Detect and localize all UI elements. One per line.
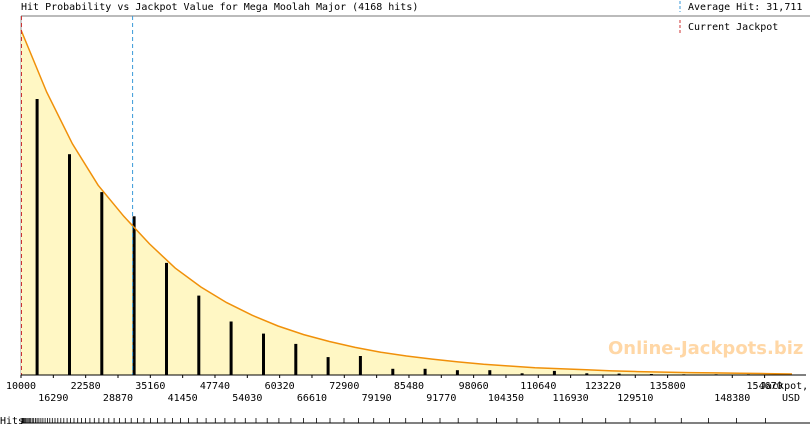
probability-area (21, 30, 792, 375)
hit-bar (229, 321, 233, 375)
x-tick-label: 54030 (232, 393, 262, 404)
hit-bar (197, 295, 201, 375)
x-tick-label: 98060 (459, 381, 489, 392)
hit-bar (520, 373, 524, 375)
x-tick-label: 129510 (617, 393, 653, 404)
hit-bar (391, 368, 395, 375)
x-tick-label: 135800 (650, 381, 686, 392)
x-tick-label: 104350 (488, 393, 524, 404)
hit-bar (326, 357, 330, 375)
legend-average-label: Average Hit: 31,711 (688, 2, 802, 13)
hit-bar (262, 333, 265, 375)
chart-title: Hit Probability vs Jackpot Value for Meg… (21, 2, 418, 13)
x-tick-label: 66610 (297, 393, 327, 404)
hit-bar (552, 370, 556, 375)
x-tick-label: 60320 (265, 381, 295, 392)
hit-bar (358, 356, 362, 375)
x-tick-label: 148380 (714, 393, 750, 404)
x-tick-label: 10000 (6, 381, 36, 392)
probability-curve (20, 29, 793, 375)
hit-bar (488, 370, 492, 375)
hit-bar (165, 262, 168, 375)
x-axis-ticks: 10000 22580 35160 47740 60320 72900 85480 98060… (6, 375, 783, 404)
x-tick-label: 47740 (200, 381, 230, 392)
x-axis-unit: USD (782, 393, 800, 404)
x-tick-label: 91770 (426, 393, 456, 404)
x-tick-label: 116930 (553, 393, 589, 404)
x-tick-label: 154670 (747, 381, 783, 392)
hit-bar (585, 373, 589, 375)
hit-bar (100, 192, 104, 375)
x-tick-label: 16290 (38, 393, 68, 404)
x-tick-label: 110640 (520, 381, 556, 392)
legend: Average Hit: 31,711 Current Jackpot (679, 1, 802, 33)
x-tick-label: 123220 (585, 381, 621, 392)
x-tick-label: 79190 (362, 393, 392, 404)
x-tick-label: 41450 (168, 393, 198, 404)
x-tick-label: 22580 (71, 381, 101, 392)
x-tick-label: 72900 (329, 381, 359, 392)
hit-bar (35, 99, 39, 375)
x-axis-label: Jackpot, (760, 381, 808, 392)
x-tick-label: 35160 (135, 381, 165, 392)
hit-bar (132, 216, 136, 375)
hits-label: Hits (0, 416, 24, 425)
hit-bar (455, 370, 459, 375)
legend-current-label: Current Jackpot (688, 22, 778, 33)
hits-rug (21, 418, 766, 423)
hit-bar (294, 343, 298, 375)
x-tick-label: 28870 (103, 393, 133, 404)
hit-bar (423, 368, 427, 375)
x-tick-label: 85480 (394, 381, 424, 392)
hit-bar (68, 154, 71, 375)
hit-bar (617, 373, 621, 375)
watermark-text: Online-Jackpots.biz (608, 338, 803, 359)
